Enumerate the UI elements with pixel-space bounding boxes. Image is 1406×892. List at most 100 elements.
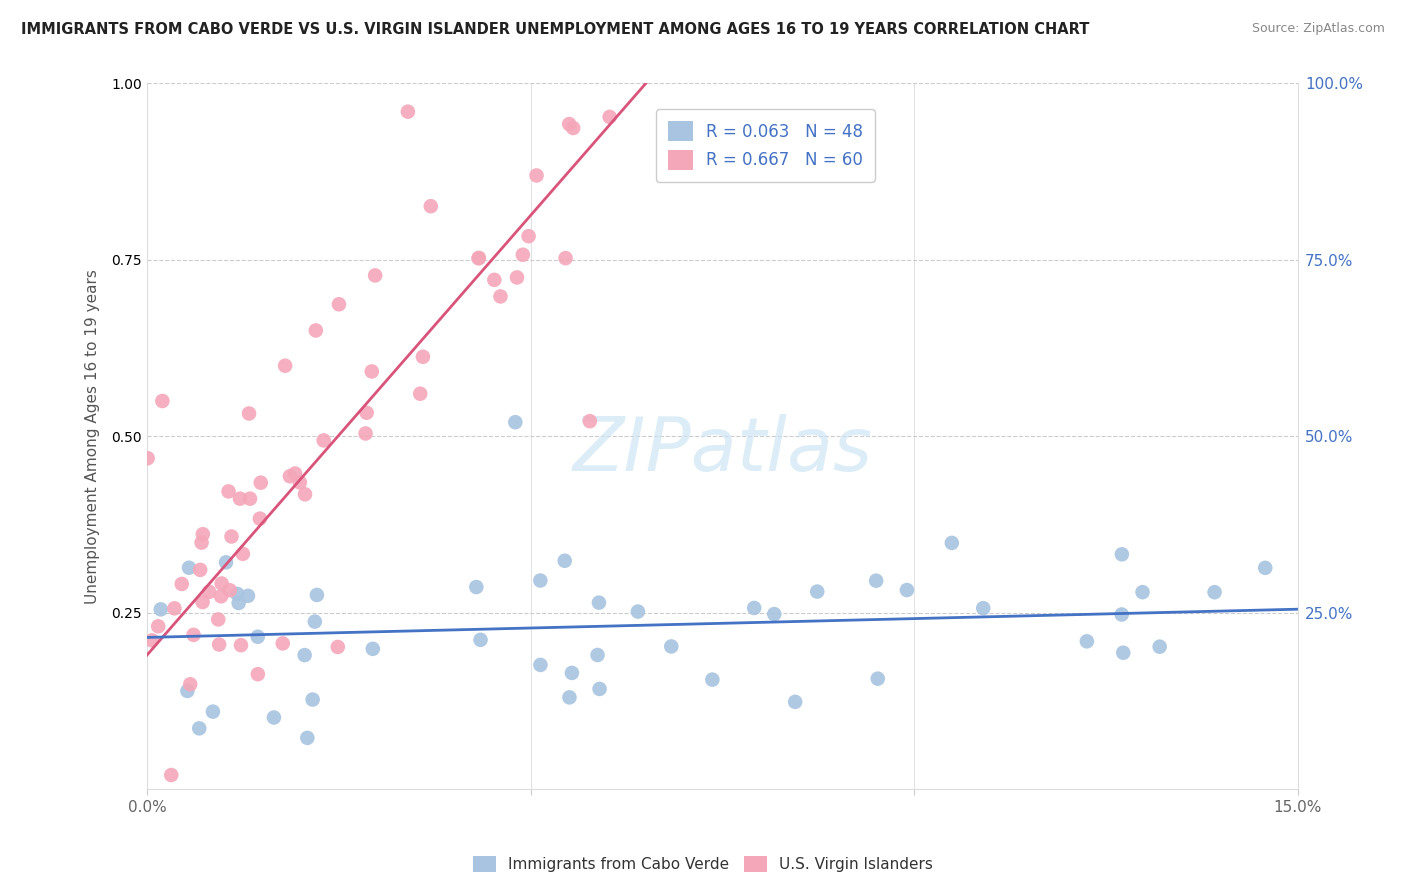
Point [228,596,250,610]
Point [191,595,214,609]
Point [246,667,269,681]
Point [489,289,512,303]
Point [517,229,540,244]
Point [806,584,828,599]
Point [1111,547,1133,561]
Point [294,487,316,501]
Point [305,588,328,602]
Point [1111,607,1133,622]
Point [271,636,294,650]
Point [148,619,170,633]
Point [354,426,377,441]
Point [562,120,585,135]
Point [972,601,994,615]
Point [218,583,240,598]
Point [236,589,259,603]
Point [529,574,551,588]
Point [170,577,193,591]
Point [249,511,271,525]
Point [896,582,918,597]
Point [229,638,252,652]
Point [149,602,172,616]
Legend: R = 0.063   N = 48, R = 0.667   N = 60: R = 0.063 N = 48, R = 0.667 N = 60 [657,110,875,182]
Point [558,117,581,131]
Point [1112,646,1135,660]
Point [558,690,581,705]
Point [239,491,262,506]
Point [179,677,201,691]
Point [274,359,297,373]
Point [221,529,243,543]
Point [506,270,529,285]
Point [599,110,621,124]
Point [356,406,378,420]
Point [512,248,534,262]
Text: IMMIGRANTS FROM CABO VERDE VS U.S. VIRGIN ISLANDER UNEMPLOYMENT AMONG AGES 16 TO: IMMIGRANTS FROM CABO VERDE VS U.S. VIRGI… [21,22,1090,37]
Point [163,601,186,615]
Point [526,169,548,183]
Point [505,415,527,429]
Point [529,657,551,672]
Text: ZIPatlas: ZIPatlas [572,415,873,486]
Point [249,475,271,490]
Point [1132,585,1154,599]
Point [742,601,765,615]
Point [763,607,786,621]
Point [211,576,233,591]
Point [326,640,349,654]
Point [198,585,221,599]
Point [588,596,610,610]
Point [288,475,311,490]
Point [176,684,198,698]
Point [209,589,232,603]
Point [1254,561,1277,575]
Point [312,434,335,448]
Y-axis label: Unemployment Among Ages 16 to 19 years: Unemployment Among Ages 16 to 19 years [86,268,100,604]
Point [191,527,214,541]
Point [1149,640,1171,654]
Point [361,641,384,656]
Point [208,638,231,652]
Point [785,695,807,709]
Point [465,580,488,594]
Point [866,672,889,686]
Point [484,273,506,287]
Point [412,350,434,364]
Point [160,768,183,782]
Point [1204,585,1226,599]
Point [702,673,724,687]
Point [1076,634,1098,648]
Point [941,536,963,550]
Point [554,251,576,265]
Text: Source: ZipAtlas.com: Source: ZipAtlas.com [1251,22,1385,36]
Point [297,731,319,745]
Point [188,563,211,577]
Point [301,692,323,706]
Point [396,104,419,119]
Point [278,469,301,483]
Point [226,587,249,601]
Point [360,364,382,378]
Point [659,640,682,654]
Point [468,251,491,265]
Legend: Immigrants from Cabo Verde, U.S. Virgin Islanders: Immigrants from Cabo Verde, U.S. Virgin … [465,848,941,880]
Point [409,386,432,401]
Point [141,633,163,648]
Point [246,630,269,644]
Point [215,555,238,569]
Point [627,605,650,619]
Point [470,632,492,647]
Point [150,394,173,409]
Point [467,252,489,266]
Point [554,554,576,568]
Point [284,467,307,481]
Point [586,648,609,662]
Point [232,547,254,561]
Point [183,628,205,642]
Point [328,297,350,311]
Point [364,268,387,283]
Point [136,451,159,466]
Point [207,612,229,626]
Point [188,722,211,736]
Point [305,323,328,337]
